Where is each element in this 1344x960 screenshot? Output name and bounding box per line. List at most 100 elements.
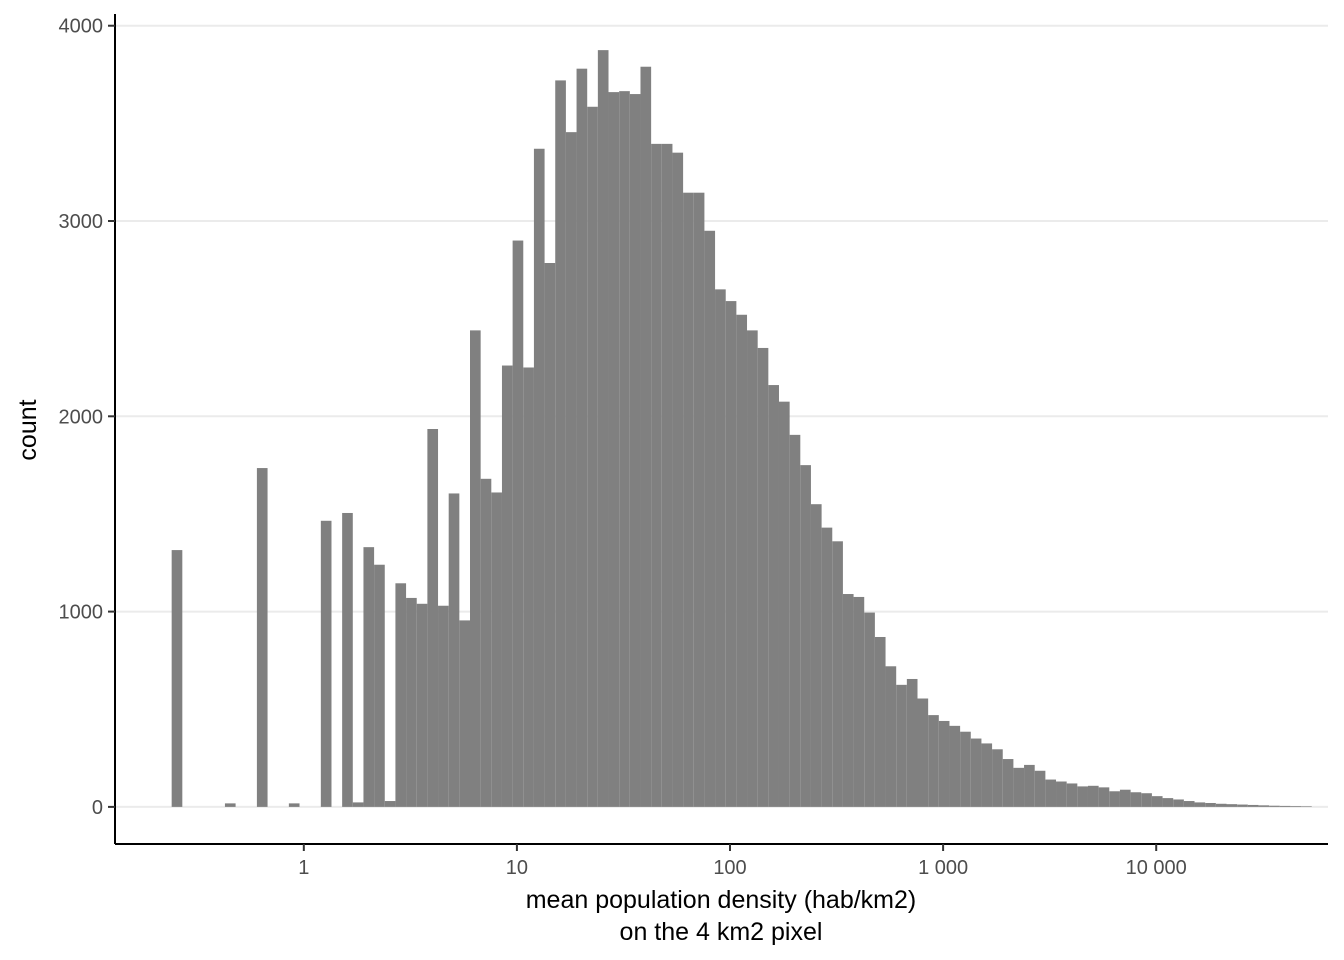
histogram-bar [555,80,566,807]
histogram-bar [1141,793,1152,807]
histogram-bar [885,666,897,807]
histogram-bar [523,367,534,807]
histogram-bar [970,738,982,807]
histogram-bar [171,550,183,807]
histogram-bar [1258,805,1270,807]
histogram-bar [565,132,577,807]
histogram-bar [1301,806,1312,807]
histogram-bar [651,143,662,807]
y-tick-label: 0 [92,797,103,819]
histogram-bar [1290,806,1302,807]
histogram-bar [778,401,790,807]
histogram-bar [1045,779,1057,807]
histogram-bar [917,698,929,807]
histogram-bar [533,148,545,807]
histogram-bar [469,330,481,807]
histogram-bar [459,620,470,807]
histogram-bar [715,289,726,807]
histogram-bar [619,91,630,807]
histogram-bar [288,803,300,807]
histogram-bar [1279,805,1291,807]
histogram-bar [352,802,364,807]
histogram-bar [906,678,918,807]
histogram-bar [747,330,758,807]
histogram-bar [1077,786,1088,807]
histogram-bar [597,50,609,807]
histogram-bar [768,385,779,807]
histogram-bar [544,263,556,807]
histogram-bar [1151,796,1163,807]
histogram-bar [1237,804,1248,807]
tick-labels: 0 1000 2000 3000 4000 1 10 100 1 000 10 000 [59,16,1187,879]
histogram-bar [1183,801,1195,807]
axes [108,14,1328,851]
histogram-bar [1119,789,1131,807]
histogram-bar [480,478,492,807]
histogram-bar [1056,781,1067,807]
histogram-bar [363,547,375,807]
y-tick-label: 2000 [59,406,104,428]
histogram-bar [704,230,716,807]
histogram-bar [416,603,428,807]
histogram-bar [224,803,236,807]
histogram-bar [800,465,811,807]
y-axis-title: count [14,399,42,460]
histogram-bar [1066,783,1078,807]
histogram-bar [629,94,641,807]
histogram-bar [501,365,513,807]
histogram-bar [661,143,673,807]
histogram-bar [725,301,737,807]
x-tick-label: 10 [506,857,528,879]
histogram-bar [1034,770,1046,807]
histogram-bar [981,743,993,807]
histogram-bar [810,504,822,807]
histogram-bar [448,493,460,807]
y-tick-label: 4000 [59,16,104,38]
histogram-bar [342,512,353,807]
histogram-bar [874,636,886,807]
histogram-bar [789,434,801,807]
histogram-bar [1109,791,1120,807]
histogram-bar [1162,798,1174,807]
y-tick-label: 3000 [59,211,104,233]
histogram-bar [1205,802,1216,807]
histogram-bar [256,468,268,807]
histogram-bar [1226,804,1238,807]
histogram-bar [1247,804,1259,807]
histogram-bar [693,192,705,807]
histogram-bar [832,541,843,807]
histogram-bar [683,192,694,807]
histogram-bar [640,66,652,807]
histogram-bar [1002,759,1014,807]
histogram-bar [821,527,833,807]
histogram-bar [1087,785,1099,807]
x-axis-title-line-2: on the 4 km2 pixel [620,918,823,946]
histogram-bar [1269,805,1280,807]
histogram-bar [512,240,524,807]
histogram-bar [374,564,385,807]
x-tick-label: 1 [298,857,309,879]
histogram-bar [672,152,684,807]
histogram-bar [438,605,449,807]
histogram-bar [491,492,502,807]
histogram-bar [1194,802,1206,807]
histogram-bars [171,50,1312,807]
histogram-bar [1130,792,1142,807]
y-tick-label: 1000 [59,602,104,624]
histogram-bar [406,597,417,807]
x-axis-title-line-1: mean population density (hab/km2) [526,886,917,914]
histogram-bar [608,92,620,807]
histogram-bar [1024,764,1035,807]
histogram-bar [427,429,439,807]
histogram-bar [1173,799,1184,807]
histogram-bar [864,612,875,807]
histogram-bar [395,583,407,807]
histogram-bar [736,314,748,807]
histogram-bar [1215,803,1227,807]
x-tick-label: 10 000 [1126,857,1187,879]
histogram-bar [576,68,588,807]
histogram-bar [1013,767,1025,807]
histogram-bar [842,594,854,807]
